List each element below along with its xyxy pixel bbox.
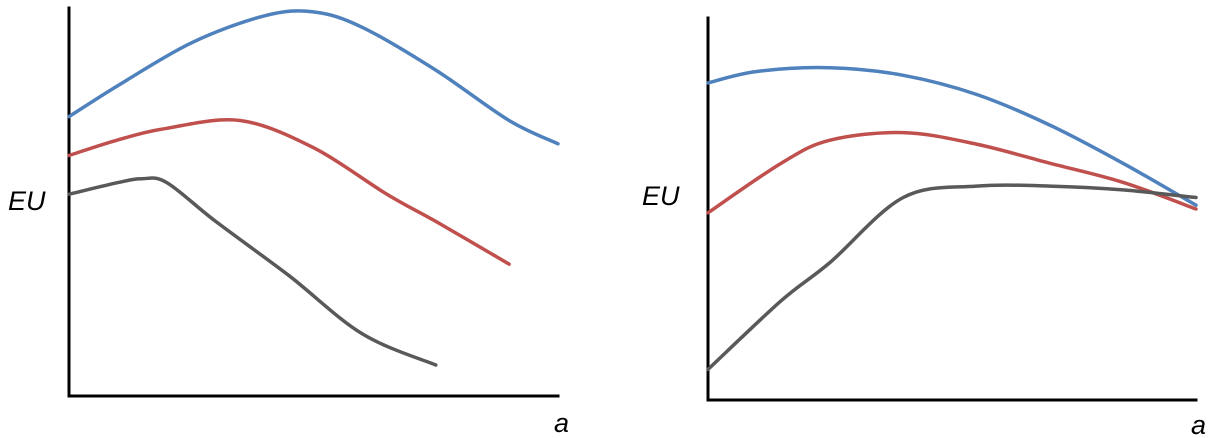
series-line-2: [706, 130, 1198, 215]
series-line-2: [67, 118, 511, 266]
y-axis-label: EU: [8, 186, 46, 216]
series-layer: [67, 9, 560, 367]
series-line-3: [67, 176, 438, 367]
right-chart-panel: EU a: [642, 16, 1206, 438]
left-chart-panel: EU a: [8, 6, 569, 438]
y-axis-label: EU: [642, 181, 680, 211]
series-layer: [706, 65, 1198, 372]
series-line-3: [706, 183, 1198, 372]
x-axis-label: a: [1191, 410, 1206, 438]
series-line-1: [67, 9, 560, 146]
series-line-1: [706, 65, 1198, 207]
x-axis-label: a: [554, 408, 569, 438]
